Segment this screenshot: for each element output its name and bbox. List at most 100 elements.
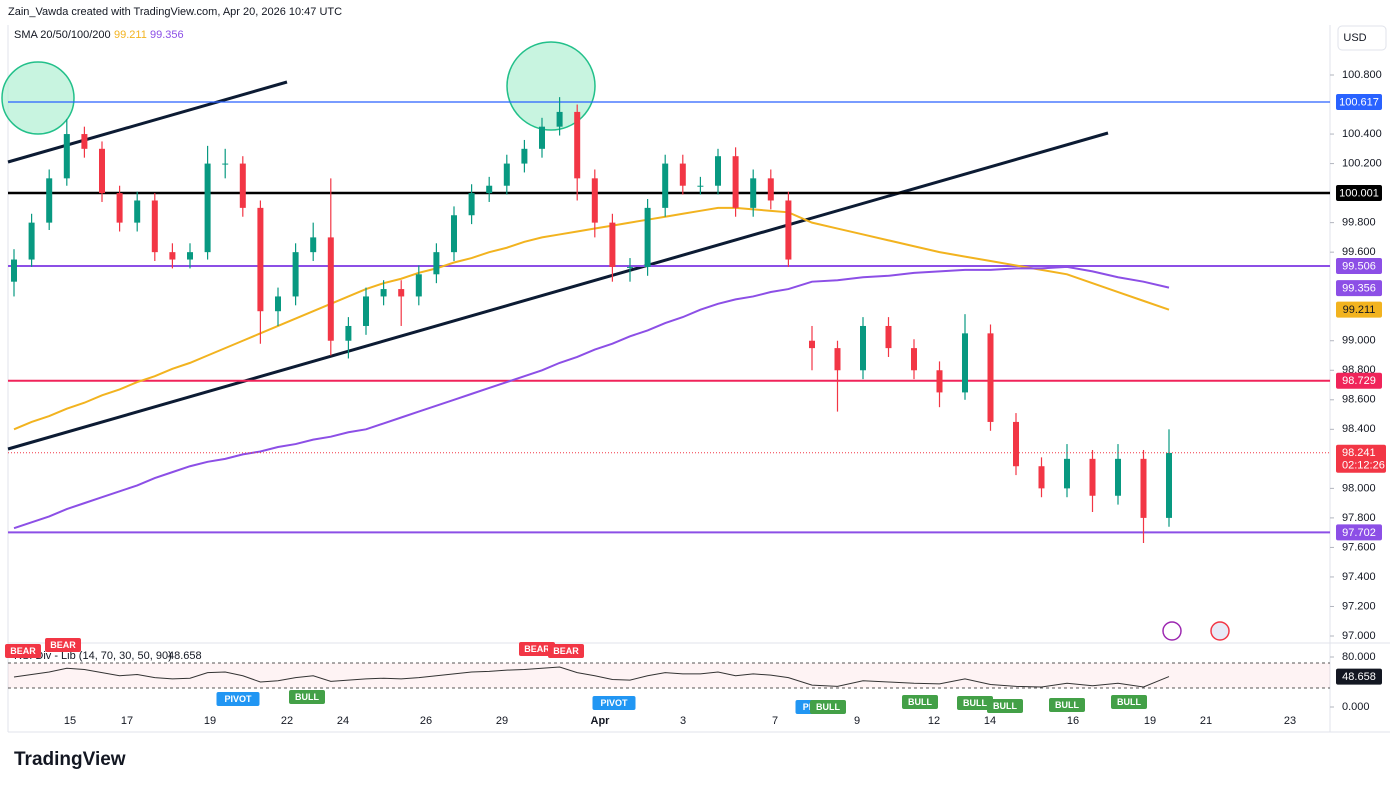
candle-body (591, 178, 598, 223)
price-badge (1336, 444, 1386, 473)
signal-label: PIVOT (224, 694, 252, 704)
x-tick-label: 22 (281, 715, 293, 727)
candle-body (1166, 452, 1172, 518)
candle-body (275, 296, 281, 312)
candle-body (503, 163, 510, 186)
signal-label: BULL (993, 701, 1017, 711)
candle-body (486, 185, 493, 194)
candle-body (860, 325, 866, 371)
y-tick-label: 97.000 (1342, 630, 1376, 642)
signal-tag (5, 644, 41, 658)
x-tick-label: 15 (64, 715, 76, 727)
signal-label: BEAR (50, 640, 76, 650)
candle-body (1064, 458, 1070, 489)
candle-body (310, 237, 317, 253)
x-tick-label: 17 (121, 715, 133, 727)
rsi-label: RSI Div - Lib (14, 70, 30, 50, 90) (14, 650, 172, 662)
x-tick-label: 21 (1200, 715, 1212, 727)
candle-body (644, 207, 651, 267)
candle-body (1115, 458, 1121, 496)
candle-body (99, 148, 105, 194)
candle-body (809, 340, 815, 349)
candle-body (679, 163, 686, 186)
highlight-circle (1, 61, 75, 135)
candle-body (257, 207, 264, 312)
candle-body (415, 274, 422, 297)
candle-body (574, 111, 581, 179)
x-tick-label: Apr (591, 715, 611, 727)
y-tick-label: 99.600 (1342, 246, 1376, 258)
candle-body (134, 200, 141, 223)
trend-line (7, 80, 288, 164)
candle-body (697, 185, 704, 187)
candle-body (327, 237, 334, 341)
candle-body (785, 200, 792, 260)
signal-label: PIVOT (600, 698, 628, 708)
price-badge-label: 100.001 (1339, 187, 1379, 199)
currency[interactable]: USD (1343, 32, 1366, 44)
trend-line (7, 131, 1109, 451)
signal-tag (957, 696, 993, 710)
signal-tag (548, 644, 584, 658)
y-tick-label: 99.800 (1342, 217, 1376, 229)
x-tick-label: 24 (337, 715, 349, 727)
signal-label: BULL (1117, 697, 1141, 707)
signal-tag (1049, 698, 1085, 712)
price-badge-label: 99.506 (1342, 260, 1376, 272)
price-badge (1336, 94, 1382, 111)
candle-body (239, 163, 246, 208)
countdown: 02:12:26 (1342, 460, 1385, 472)
y-tick-label: 0.000 (1342, 701, 1370, 713)
icon[interactable] (1210, 621, 1230, 641)
signal-tag (519, 642, 555, 656)
price-badge (1336, 258, 1382, 275)
candle-body (46, 178, 53, 223)
candle-body (451, 215, 457, 253)
candle-body (627, 266, 633, 268)
rsi-band (8, 663, 1330, 688)
candle-body (380, 289, 387, 297)
candle-body (1140, 458, 1147, 518)
icon[interactable] (1162, 621, 1182, 641)
rsi-line (13, 666, 1170, 688)
price-badge-label: 100.617 (1339, 96, 1379, 108)
candle-body (151, 200, 158, 253)
sma-value: 99.211 (114, 29, 147, 41)
signal-label: BULL (963, 698, 987, 708)
y-tick-label: 100.200 (1342, 157, 1382, 169)
signal-label: BEAR (524, 644, 550, 654)
candle-body (715, 156, 721, 186)
y-tick-label: 97.400 (1342, 571, 1376, 583)
candle-body (363, 296, 369, 326)
currency-box[interactable] (1337, 25, 1387, 51)
candle-body (609, 222, 616, 267)
candle-body (169, 252, 176, 260)
signal-tag (987, 699, 1023, 713)
highlight-circle (506, 41, 596, 131)
candle-body (521, 148, 528, 164)
signal-label: BULL (816, 702, 840, 712)
signal-tag (216, 692, 260, 706)
y-tick-label: 80.000 (1342, 651, 1376, 663)
price-badge-label: 98.241 (1342, 447, 1376, 459)
signal-label: BEAR (10, 646, 36, 656)
x-tick-label: 3 (680, 715, 686, 727)
candle-body (398, 289, 405, 297)
candle-body (662, 163, 669, 208)
y-tick-label: 98.000 (1342, 482, 1376, 494)
candle-body (63, 134, 70, 179)
candle-body (911, 348, 917, 371)
price-badge (1336, 372, 1382, 389)
candle-body (732, 156, 739, 208)
x-tick-label: 12 (928, 715, 940, 727)
y-tick-label: 98.600 (1342, 394, 1376, 406)
signal-label: BEAR (553, 646, 579, 656)
x-tick-label: 16 (1067, 715, 1079, 727)
candle-body (222, 163, 229, 165)
candle-body (885, 325, 892, 349)
signal-label: BULL (1055, 700, 1079, 710)
candle-body (204, 163, 211, 253)
candle-body (1089, 458, 1096, 496)
signal-tag (592, 696, 636, 710)
